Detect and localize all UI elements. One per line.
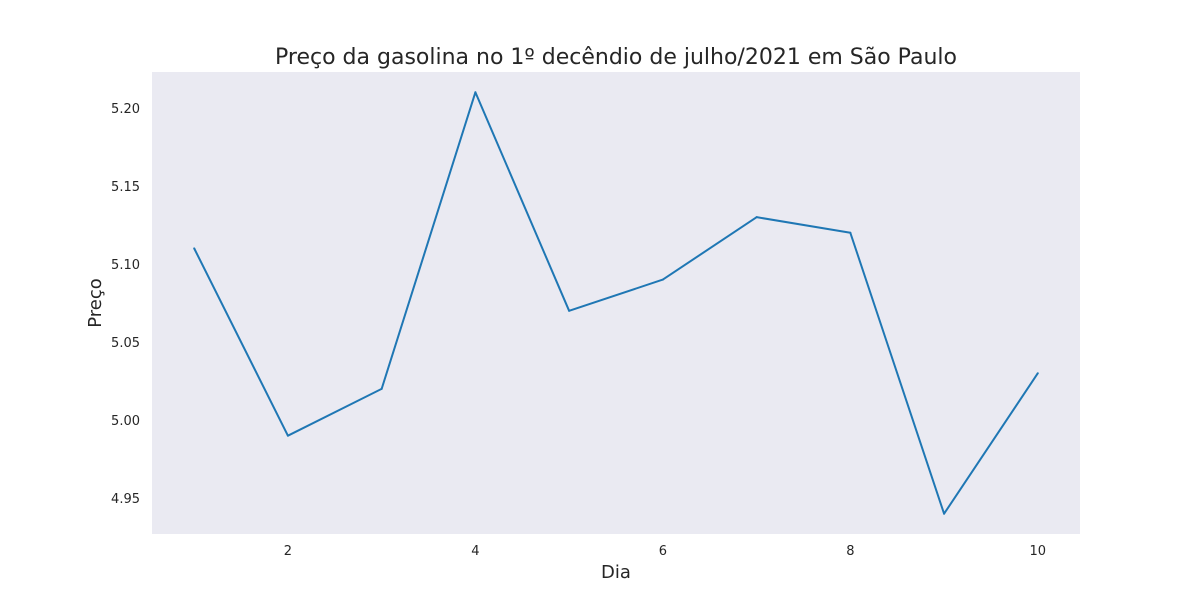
y-axis-label: Preço (85, 278, 106, 328)
x-tick-label: 4 (471, 544, 479, 559)
data-point (1036, 372, 1039, 375)
y-tick-labels: 4.95 5.00 5.05 5.10 5.15 5.20 (111, 102, 140, 507)
data-point (474, 91, 477, 94)
y-tick-label: 5.00 (111, 414, 140, 429)
data-point (193, 247, 196, 250)
x-tick-label: 6 (659, 544, 667, 559)
x-tick-label: 2 (284, 544, 292, 559)
x-tick-label: 8 (846, 544, 854, 559)
x-tick-labels: 2 4 6 8 10 (284, 544, 1046, 559)
y-tick-label: 4.95 (111, 492, 140, 507)
data-point (380, 387, 383, 390)
y-tick-label: 5.10 (111, 258, 140, 273)
data-point (943, 512, 946, 515)
y-tick-label: 5.15 (111, 180, 140, 195)
data-point (661, 278, 664, 281)
data-point (755, 216, 758, 219)
y-tick-label: 5.05 (111, 336, 140, 351)
plot-area (152, 72, 1080, 534)
x-axis-label: Dia (601, 562, 631, 583)
x-tick-label: 10 (1030, 544, 1047, 559)
y-tick-label: 5.20 (111, 102, 140, 117)
series-layer (193, 91, 1039, 515)
data-point (286, 434, 289, 437)
chart-title: Preço da gasolina no 1º decêndio de julh… (275, 45, 957, 70)
series-line (193, 91, 1039, 515)
data-point (849, 231, 852, 234)
data-point (568, 309, 571, 312)
